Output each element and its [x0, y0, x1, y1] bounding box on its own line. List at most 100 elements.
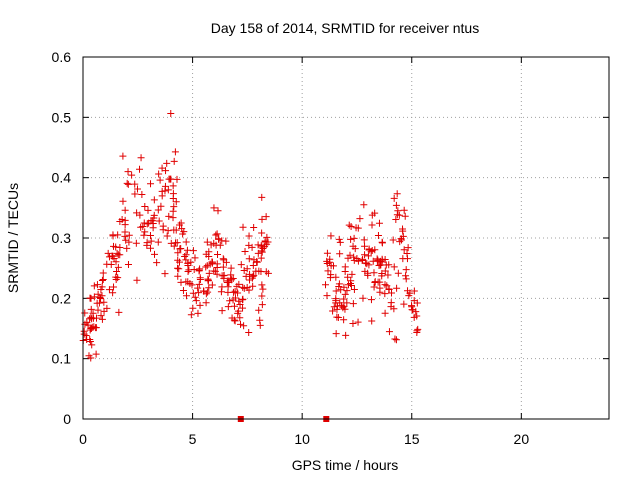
data-point — [259, 245, 267, 253]
data-point — [356, 215, 364, 223]
data-point — [376, 288, 384, 296]
data-point — [349, 319, 357, 327]
data-point — [121, 206, 129, 214]
data-point — [354, 318, 362, 326]
x-tick-label: 0 — [79, 431, 87, 447]
data-point — [167, 175, 175, 183]
data-point — [208, 258, 216, 266]
data-point — [124, 260, 132, 268]
data-point — [136, 211, 144, 219]
data-point — [195, 289, 203, 297]
data-point — [86, 326, 94, 334]
data-point — [136, 165, 144, 173]
data-point — [161, 187, 169, 195]
data-point — [374, 231, 382, 239]
data-point — [231, 317, 239, 325]
data-point — [138, 191, 146, 199]
data-point — [176, 221, 184, 229]
data-point — [368, 317, 376, 325]
data-point — [326, 258, 334, 266]
data-point — [80, 327, 88, 335]
data-point — [114, 263, 122, 271]
data-point — [86, 338, 94, 346]
data-point — [99, 276, 107, 284]
data-point — [381, 290, 389, 298]
data-point — [329, 307, 337, 315]
data-point — [98, 315, 106, 323]
data-point — [359, 294, 367, 302]
data-point — [402, 272, 410, 280]
data-point — [141, 202, 149, 210]
data-point — [359, 255, 367, 263]
chart-title: Day 158 of 2014, SRMTID for receiver ntu… — [211, 20, 479, 36]
data-point — [154, 206, 162, 214]
data-point — [350, 253, 358, 261]
data-point — [99, 269, 107, 277]
data-point — [336, 299, 344, 307]
data-point — [177, 245, 185, 253]
data-point — [219, 255, 227, 263]
data-point — [214, 207, 222, 215]
data-point — [367, 296, 375, 304]
data-point — [205, 284, 213, 292]
data-point — [336, 238, 344, 246]
data-point — [125, 231, 133, 239]
data-point — [81, 309, 89, 317]
data-point — [157, 202, 165, 210]
data-point — [390, 194, 398, 202]
data-point — [254, 249, 262, 257]
data-point — [219, 263, 227, 271]
data-point — [146, 231, 154, 239]
data-point — [381, 281, 389, 289]
data-point — [214, 250, 222, 258]
data-point — [239, 304, 247, 312]
data-point — [147, 237, 155, 245]
data-point — [235, 297, 243, 305]
data-point — [240, 284, 248, 292]
data-point — [410, 287, 418, 295]
data-point — [393, 190, 401, 198]
data-point — [387, 299, 395, 307]
data-point — [183, 246, 191, 254]
x-tick-label: 20 — [514, 431, 530, 447]
data-point — [182, 278, 190, 286]
data-point — [378, 272, 386, 280]
data-point — [164, 186, 172, 194]
data-point — [114, 231, 122, 239]
data-point — [121, 228, 129, 236]
data-point — [404, 244, 412, 252]
data-point — [360, 201, 368, 209]
data-point — [97, 286, 105, 294]
data-point — [94, 306, 102, 314]
data-point — [163, 232, 171, 240]
data-point — [258, 193, 266, 201]
data-point — [264, 269, 272, 277]
data-point — [257, 254, 265, 262]
data-point — [224, 277, 232, 285]
data-point — [169, 190, 177, 198]
data-point — [233, 282, 241, 290]
data-point — [200, 287, 208, 295]
data-point — [174, 256, 182, 264]
data-point — [243, 265, 251, 273]
data-point — [230, 302, 238, 310]
data-point — [234, 309, 242, 317]
data-point — [347, 223, 355, 231]
x-tick-label: 10 — [294, 431, 310, 447]
data-point — [220, 272, 228, 280]
data-point — [191, 254, 199, 262]
data-point — [174, 264, 182, 272]
data-point — [87, 305, 95, 313]
data-point — [131, 180, 139, 188]
x-tick-label: 15 — [404, 431, 420, 447]
data-point — [203, 262, 211, 270]
data-point — [330, 303, 338, 311]
data-point — [90, 293, 98, 301]
data-point — [203, 238, 211, 246]
data-point — [258, 229, 266, 237]
data-point — [192, 297, 200, 305]
data-point — [196, 301, 204, 309]
data-point — [218, 307, 226, 315]
data-point — [92, 314, 100, 322]
